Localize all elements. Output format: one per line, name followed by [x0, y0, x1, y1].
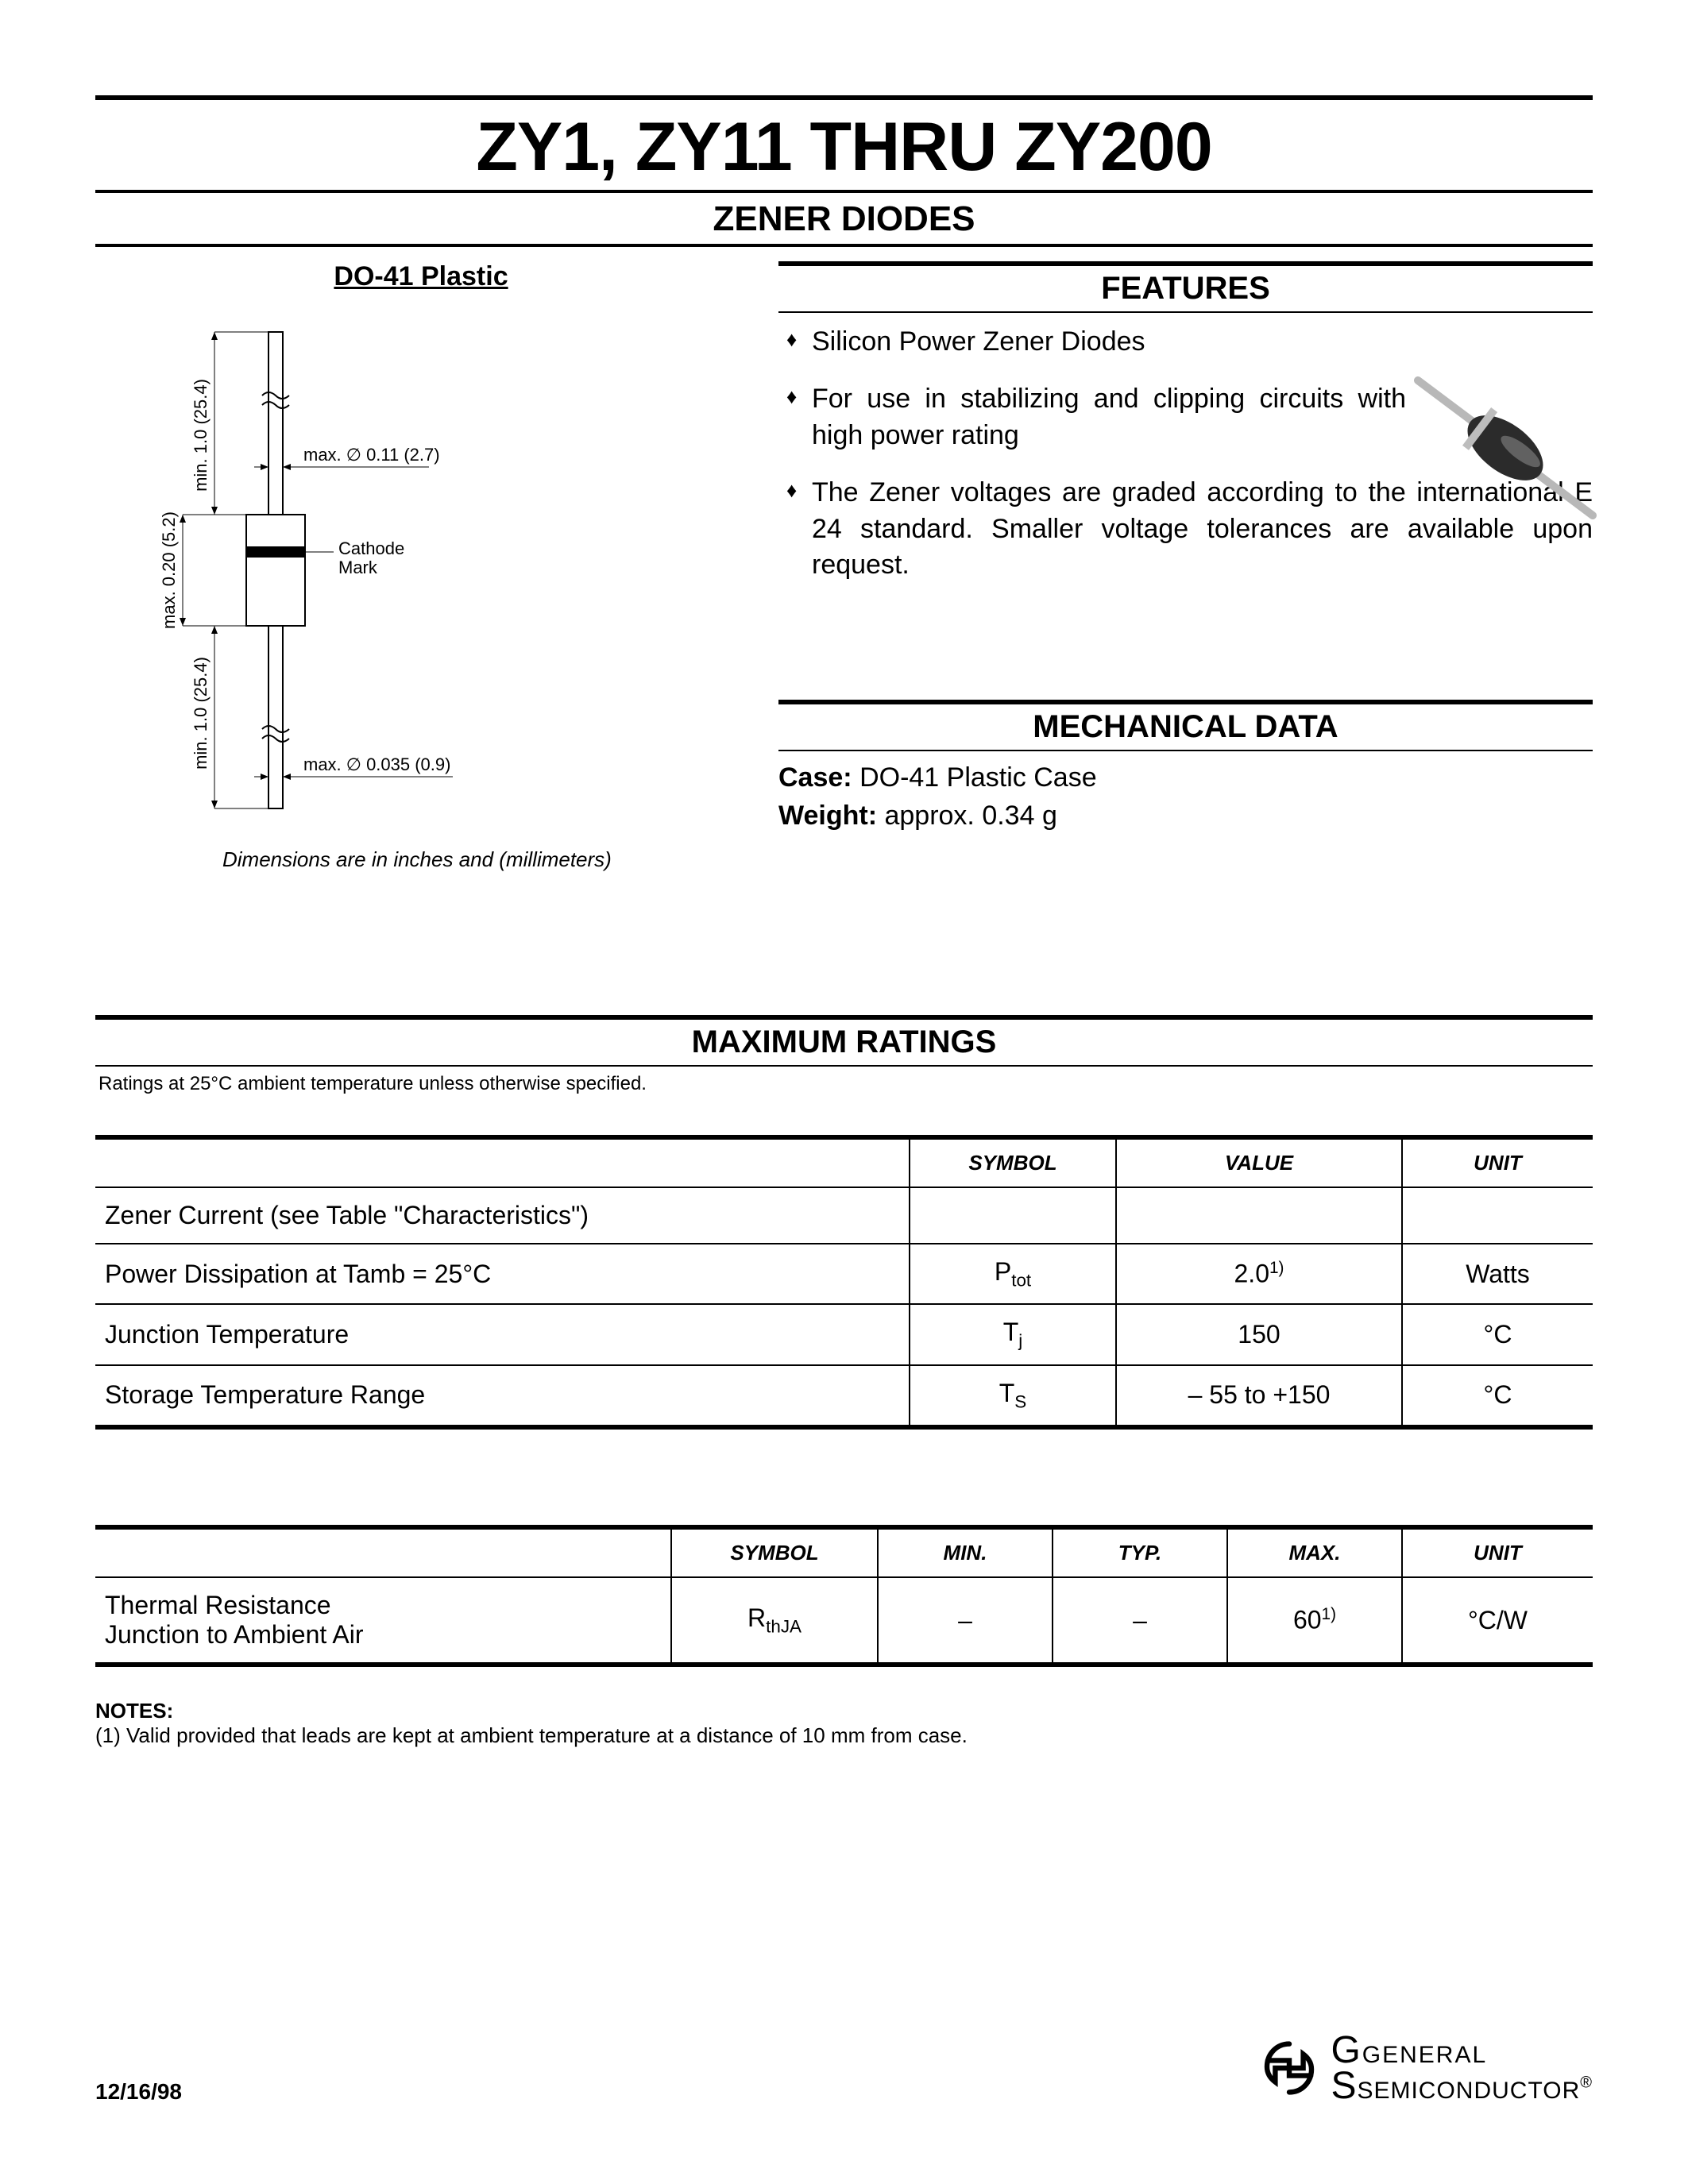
cell-value: 150 [1116, 1304, 1402, 1364]
cell-symbol [910, 1187, 1116, 1244]
cell-value: 2.01) [1116, 1244, 1402, 1304]
rule-under-subtitle [95, 244, 1593, 247]
datasheet-page: ZY1, ZY11 THRU ZY200 ZENER DIODES DO-41 … [0, 0, 1688, 2184]
cell-unit [1402, 1187, 1593, 1244]
case-value: DO-41 Plastic Case [859, 762, 1097, 793]
col-typ: TYP. [1053, 1527, 1227, 1577]
cell-param: Junction Temperature [95, 1304, 910, 1364]
max-ratings-heading: MAXIMUM RATINGS [95, 1020, 1593, 1065]
page-title: ZY1, ZY11 THRU ZY200 [95, 100, 1593, 190]
cell-param: Zener Current (see Table "Characteristic… [95, 1187, 910, 1244]
company-logo: GGeneral SSemiconductor® [1257, 2032, 1593, 2105]
package-label: DO-41 Plastic [95, 261, 747, 292]
diode-icon [1410, 349, 1601, 539]
cell-symbol: TS [910, 1365, 1116, 1427]
col-param [95, 1137, 910, 1187]
max-ratings-table: SYMBOL VALUE UNIT Zener Current (see Tab… [95, 1135, 1593, 1430]
dim-bot-dia: max. ∅ 0.035 (0.9) [303, 754, 450, 774]
cell-max: 601) [1227, 1577, 1402, 1665]
features-heading: FEATURES [778, 266, 1593, 311]
cell-unit: °C/W [1402, 1577, 1593, 1665]
table-row: Zener Current (see Table "Characteristic… [95, 1187, 1593, 1244]
cell-param: Storage Temperature Range [95, 1365, 910, 1427]
cell-symbol: Tj [910, 1304, 1116, 1364]
col-symbol: SYMBOL [910, 1137, 1116, 1187]
notes-text: (1) Valid provided that leads are kept a… [95, 1723, 968, 1747]
notes-block: NOTES: (1) Valid provided that leads are… [95, 1699, 1593, 1748]
cell-param: Power Dissipation at Tamb = 25°C [95, 1244, 910, 1304]
dim-lead-dia: max. ∅ 0.11 (2.7) [303, 445, 440, 465]
col-unit: UNIT [1402, 1527, 1593, 1577]
features-column: FEATURES Silicon Power Zener Diodes For … [778, 261, 1593, 872]
col-min: MIN. [878, 1527, 1053, 1577]
cell-symbol: Ptot [910, 1244, 1116, 1304]
cell-param: Thermal Resistance Junction to Ambient A… [95, 1577, 671, 1665]
table-header-row: SYMBOL MIN. TYP. MAX. UNIT [95, 1527, 1593, 1577]
top-two-col: DO-41 Plastic min. 1.0 [95, 261, 1593, 872]
feature-item: For use in stabilizing and clipping circ… [786, 381, 1406, 454]
cell-unit: °C [1402, 1304, 1593, 1364]
cell-symbol: RthJA [671, 1577, 878, 1665]
col-value: VALUE [1116, 1137, 1402, 1187]
footer-date: 12/16/98 [95, 2079, 182, 2105]
logo-icon [1257, 2036, 1321, 2100]
notes-heading: NOTES: [95, 1699, 173, 1723]
col-symbol: SYMBOL [671, 1527, 878, 1577]
weight-value: approx. 0.34 g [884, 801, 1056, 831]
dimensions-note: Dimensions are in inches and (millimeter… [95, 847, 747, 872]
max-ratings-note: Ratings at 25°C ambient temperature unle… [95, 1067, 1593, 1135]
mechanical-body: Case: DO-41 Plastic Case Weight: approx.… [778, 751, 1593, 835]
max-ratings-block: MAXIMUM RATINGS Ratings at 25°C ambient … [95, 1015, 1593, 1748]
logo-text: GGeneral SSemiconductor® [1331, 2032, 1593, 2105]
cell-unit: °C [1402, 1365, 1593, 1427]
dim-lead-bot: min. 1.0 (25.4) [191, 657, 211, 770]
weight-label: Weight: [778, 801, 877, 831]
table-header-row: SYMBOL VALUE UNIT [95, 1137, 1593, 1187]
table-row: Junction Temperature Tj 150 °C [95, 1304, 1593, 1364]
dim-body: max. 0.20 (5.2) [159, 511, 179, 629]
package-column: DO-41 Plastic min. 1.0 [95, 261, 747, 872]
table-row: Storage Temperature Range TS – 55 to +15… [95, 1365, 1593, 1427]
case-label: Case: [778, 762, 852, 793]
mechanical-heading: MECHANICAL DATA [778, 704, 1593, 750]
col-param [95, 1527, 671, 1577]
dim-lead-top: min. 1.0 (25.4) [191, 379, 211, 492]
cathode-label-2: Mark [338, 558, 378, 577]
cathode-label-1: Cathode [338, 538, 404, 558]
page-footer: 12/16/98 GGeneral SSemiconductor® [95, 2032, 1593, 2105]
package-drawing: min. 1.0 (25.4) max. 0.20 (5.2) min. 1.0… [95, 316, 477, 824]
cell-unit: Watts [1402, 1244, 1593, 1304]
table-row: Thermal Resistance Junction to Ambient A… [95, 1577, 1593, 1665]
cell-value: – 55 to +150 [1116, 1365, 1402, 1427]
col-unit: UNIT [1402, 1137, 1593, 1187]
cell-typ: – [1053, 1577, 1227, 1665]
col-max: MAX. [1227, 1527, 1402, 1577]
thermal-table: SYMBOL MIN. TYP. MAX. UNIT Thermal Resis… [95, 1525, 1593, 1667]
cell-value [1116, 1187, 1402, 1244]
page-subtitle: ZENER DIODES [95, 193, 1593, 244]
table-row: Power Dissipation at Tamb = 25°C Ptot 2.… [95, 1244, 1593, 1304]
cell-min: – [878, 1577, 1053, 1665]
